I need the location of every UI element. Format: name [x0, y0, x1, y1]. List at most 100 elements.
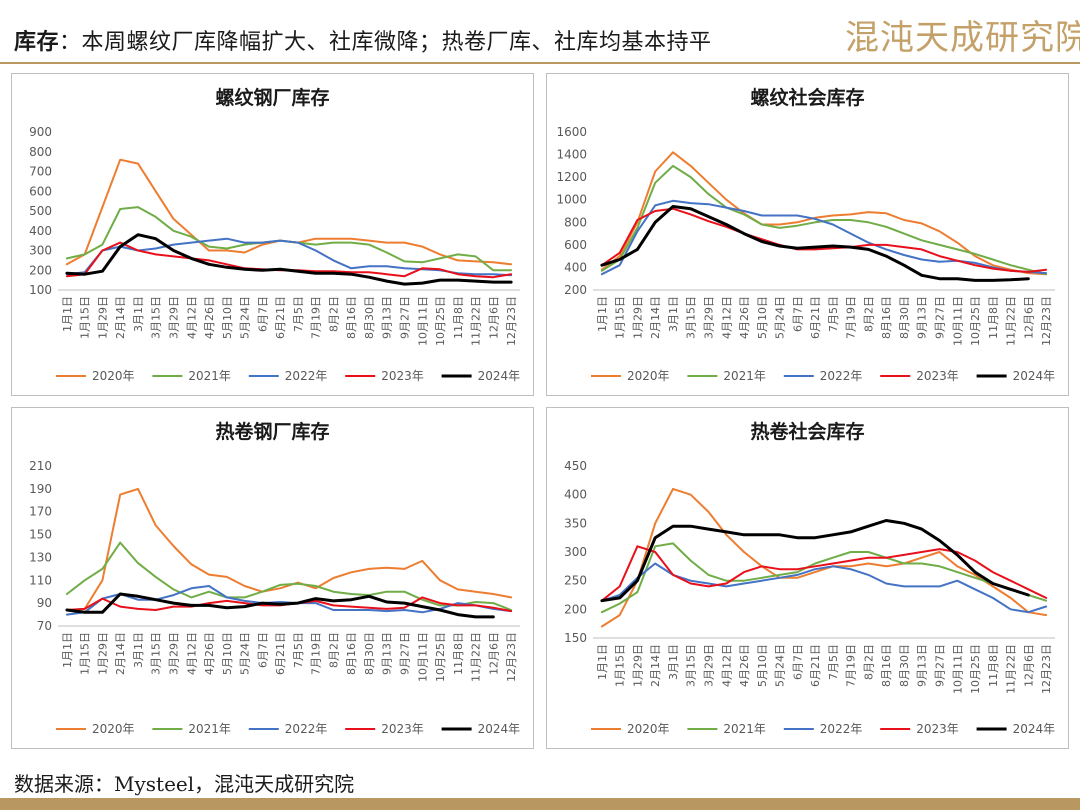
series-line-2023年	[600, 207, 1048, 273]
x-tick-label: 6月7日	[256, 632, 269, 668]
x-tick-label: 3月29日	[168, 632, 181, 675]
x-tick-label: 10月25日	[434, 632, 447, 682]
legend-label: 2022年	[285, 722, 328, 736]
y-tick-label: 400	[564, 488, 587, 502]
y-tick-label: 800	[29, 145, 52, 159]
x-tick-label: 7月5日	[827, 296, 840, 332]
x-tick-label: 11月22日	[1005, 296, 1018, 346]
x-tick-label: 4月12日	[185, 632, 198, 675]
y-tick-label: 190	[29, 482, 52, 496]
x-tick-label: 9月13日	[381, 296, 394, 339]
x-tick-label: 3月15日	[685, 296, 698, 339]
footer-bar	[0, 798, 1080, 810]
series-line-2024年	[65, 592, 495, 619]
x-tick-label: 11月22日	[1005, 644, 1018, 694]
y-tick-label: 150	[29, 528, 52, 542]
x-tick-label: 4月12日	[185, 296, 198, 339]
x-tick-label: 7月5日	[292, 632, 305, 668]
legend-label: 2022年	[820, 369, 863, 383]
x-tick-label: 10月25日	[969, 296, 982, 346]
x-tick-label: 4月26日	[203, 296, 216, 339]
x-tick-label: 1月15日	[614, 296, 627, 339]
x-tick-label: 3月29日	[703, 644, 716, 687]
legend-label: 2024年	[478, 369, 521, 383]
x-tick-label: 10月11日	[951, 644, 964, 694]
title-prefix: 库存	[14, 29, 60, 55]
x-tick-label: 6月7日	[791, 296, 804, 332]
y-tick-label: 900	[29, 125, 52, 139]
y-tick-label: 1200	[556, 170, 587, 184]
legend-label: 2020年	[627, 722, 670, 736]
legend-label: 2020年	[627, 369, 670, 383]
y-tick-label: 800	[564, 215, 587, 229]
x-tick-label: 6月21日	[809, 296, 822, 339]
legend-label: 2024年	[1013, 722, 1056, 736]
x-tick-label: 11月8日	[987, 296, 1000, 339]
x-tick-label: 3月29日	[168, 296, 181, 339]
x-tick-label: 8月16日	[880, 644, 893, 687]
y-tick-label: 450	[564, 459, 587, 473]
legend-label: 2021年	[188, 369, 231, 383]
x-tick-label: 11月22日	[470, 632, 483, 682]
x-tick-label: 3月1日	[132, 296, 145, 332]
x-tick-label: 8月2日	[862, 296, 875, 332]
y-tick-label: 210	[29, 459, 52, 473]
y-tick-label: 110	[29, 573, 52, 587]
x-tick-label: 8月2日	[327, 632, 340, 668]
legend-label: 2021年	[188, 722, 231, 736]
x-tick-label: 3月1日	[132, 632, 145, 668]
x-tick-label: 8月2日	[327, 296, 340, 332]
x-tick-label: 6月7日	[256, 296, 269, 332]
y-tick-label: 250	[564, 574, 587, 588]
x-tick-label: 9月27日	[399, 632, 412, 675]
x-tick-label: 9月27日	[399, 296, 412, 339]
chart-panel-hrc-mill: 热卷钢厂库存 70 90 110 130 150 170 190 210 1月1日 1月15日 1月2…	[11, 407, 534, 749]
x-tick-label: 2月14日	[114, 632, 127, 675]
x-tick-label: 4月26日	[203, 632, 216, 675]
y-tick-label: 70	[37, 619, 52, 633]
x-tick-label: 2月14日	[649, 296, 662, 339]
x-tick-label: 6月7日	[791, 644, 804, 680]
x-tick-label: 10月25日	[434, 296, 447, 346]
x-tick-label: 7月19日	[310, 296, 323, 339]
x-tick-label: 11月8日	[987, 644, 1000, 687]
x-tick-label: 2月14日	[114, 296, 127, 339]
brand-logo: 混沌天成研究院	[845, 10, 1080, 59]
x-tick-label: 1月15日	[79, 296, 92, 339]
page-title: 库存：本周螺纹厂库降幅扩大、社库微降；热卷厂库、社库均基本持平	[14, 24, 712, 56]
x-tick-label: 1月1日	[61, 632, 74, 668]
x-tick-label: 2月14日	[649, 644, 662, 687]
x-tick-label: 1月15日	[614, 644, 627, 687]
series-line-2020年	[600, 487, 1048, 628]
x-tick-label: 9月27日	[934, 296, 947, 339]
x-tick-label: 5月10日	[756, 296, 769, 339]
chart-title: 热卷钢厂库存	[215, 420, 329, 443]
x-tick-label: 12月23日	[505, 296, 518, 346]
x-tick-label: 9月13日	[916, 296, 929, 339]
legend-label: 2023年	[381, 722, 424, 736]
x-tick-label: 12月23日	[1040, 644, 1053, 694]
x-tick-label: 4月12日	[720, 644, 733, 687]
legend-label: 2023年	[916, 369, 959, 383]
x-tick-label: 6月21日	[809, 644, 822, 687]
x-tick-label: 7月19日	[845, 644, 858, 687]
chart-title: 热卷社会库存	[750, 420, 864, 443]
series-line-2024年	[65, 233, 513, 286]
x-tick-label: 8月16日	[345, 632, 358, 675]
legend-label: 2024年	[478, 722, 521, 736]
y-tick-label: 600	[29, 184, 52, 198]
chart-panel-hrc-social: 热卷社会库存 150 200 250 300 350 400 450 1月1日 1月15日 1月29…	[546, 407, 1069, 749]
y-tick-label: 400	[564, 260, 587, 274]
source-note: 数据来源：Mysteel，混沌天成研究院	[14, 772, 355, 796]
x-tick-label: 4月26日	[738, 296, 751, 339]
x-tick-label: 7月5日	[827, 644, 840, 680]
x-tick-label: 1月1日	[596, 644, 609, 680]
y-tick-label: 200	[564, 283, 587, 297]
x-tick-label: 1月29日	[631, 644, 644, 687]
brand-text: 混沌天成研究院	[845, 18, 1080, 58]
x-tick-label: 8月30日	[363, 632, 376, 675]
series-line-2024年	[600, 519, 1030, 603]
y-tick-label: 500	[29, 204, 52, 218]
chart-panel-rebar-mill: 螺纹钢厂库存 100 200 300 400 500 600 700 800 900 1月1日 1月1…	[11, 73, 534, 396]
x-tick-label: 9月27日	[934, 644, 947, 687]
